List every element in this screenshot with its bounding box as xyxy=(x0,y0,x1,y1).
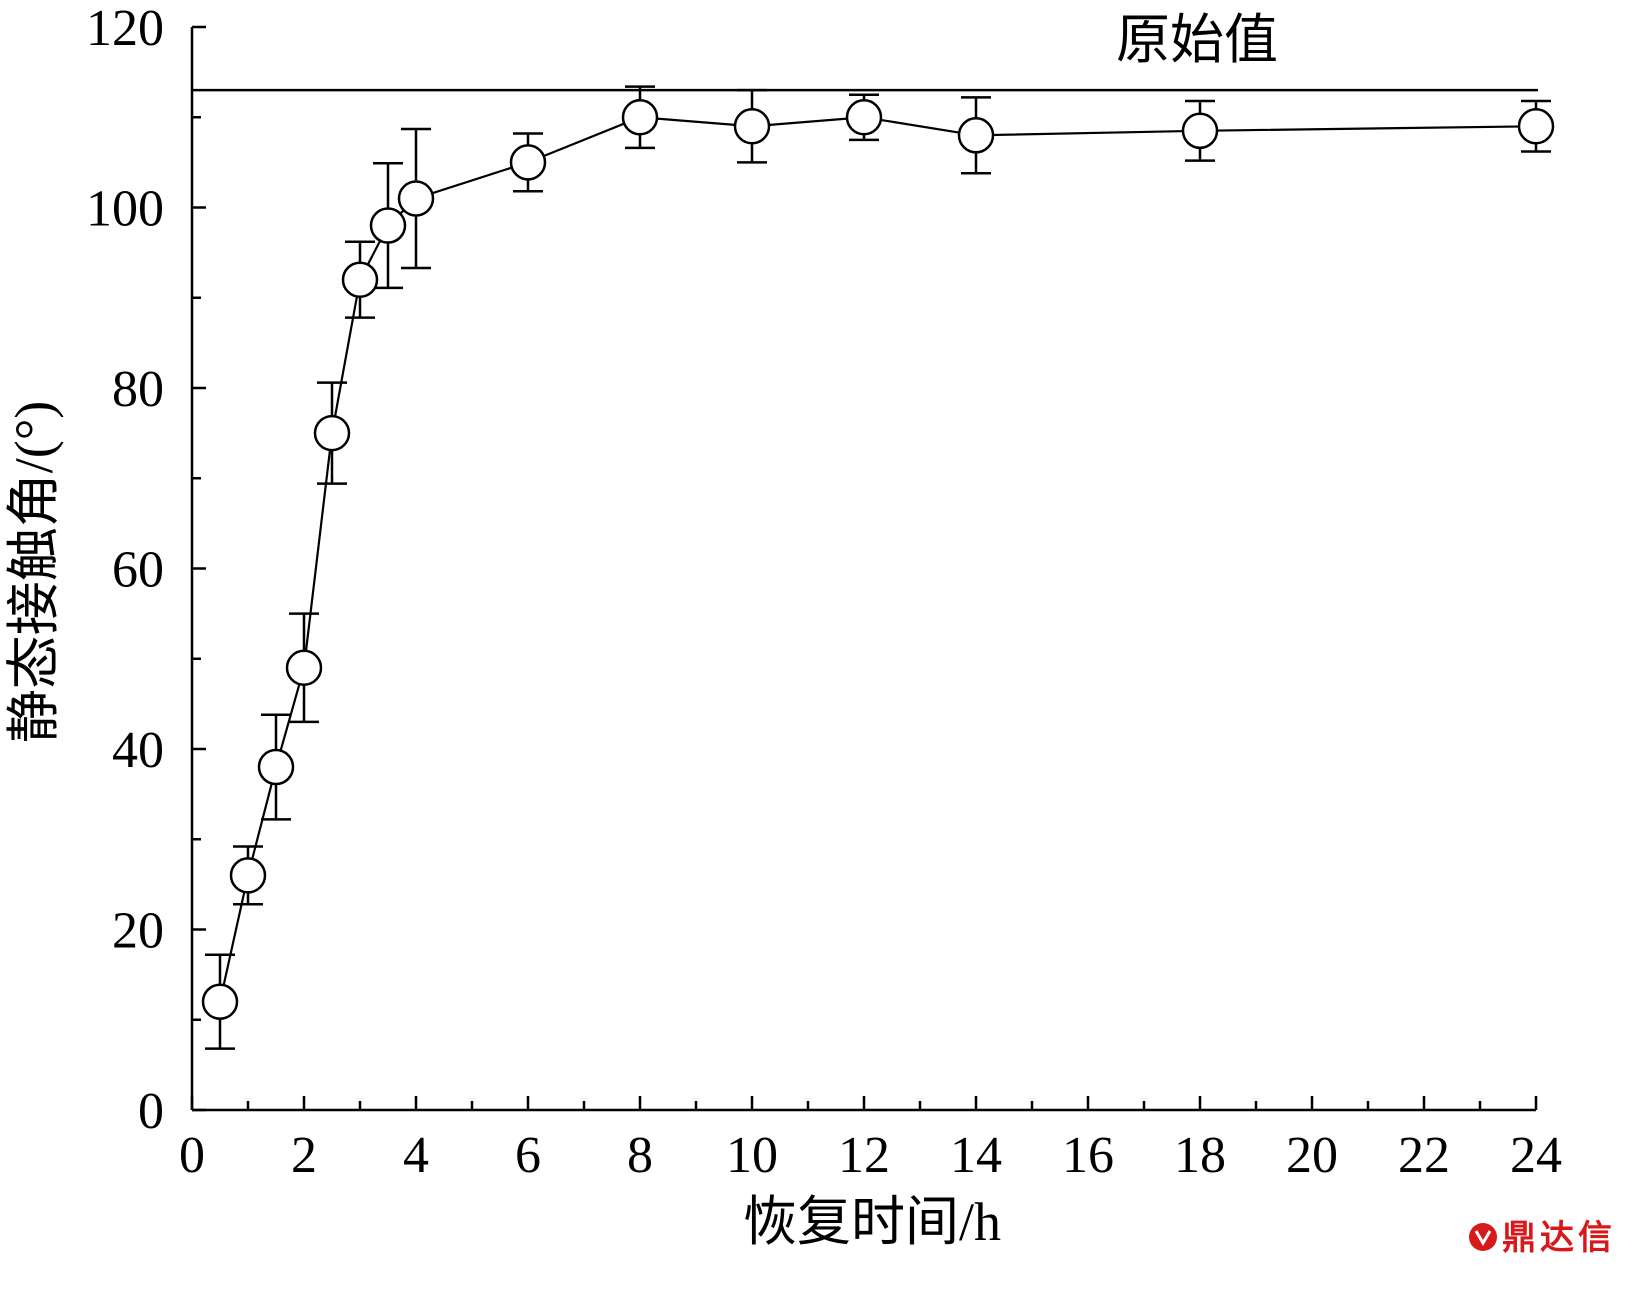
x-tick-label: 10 xyxy=(726,1127,778,1184)
data-point xyxy=(229,857,267,894)
data-point xyxy=(257,748,295,786)
data-point xyxy=(397,180,435,217)
x-tick-label: 16 xyxy=(1062,1127,1114,1184)
x-tick-label: 24 xyxy=(1510,1127,1562,1184)
x-tick-label: 8 xyxy=(627,1127,653,1184)
y-tick-label: 60 xyxy=(112,542,164,599)
x-axis-ticks xyxy=(190,1096,1538,1110)
x-tick-label: 12 xyxy=(838,1127,890,1184)
x-axis-title: 恢复时间/h xyxy=(743,1192,1001,1252)
data-point xyxy=(621,99,659,136)
data-point xyxy=(845,99,883,136)
data-point xyxy=(285,649,323,687)
x-tick-label: 22 xyxy=(1398,1127,1450,1184)
reference-line-label: 原始值 xyxy=(1116,10,1278,70)
series-line xyxy=(218,116,1537,1002)
watermark-text: 鼎达信 xyxy=(1502,1218,1616,1258)
y-tick-label: 120 xyxy=(86,0,164,57)
data-point xyxy=(1517,108,1555,145)
data-point xyxy=(313,414,351,452)
x-tick-label: 14 xyxy=(950,1127,1002,1184)
data-point xyxy=(957,117,995,154)
data-point xyxy=(369,207,407,244)
watermark-logo-icon xyxy=(1469,1223,1497,1251)
y-tick-label: 80 xyxy=(112,361,164,418)
data-point xyxy=(341,261,379,298)
y-axis-tick-labels: 0 20 40 60 80 100 120 xyxy=(86,0,164,1140)
y-tick-label: 20 xyxy=(112,903,164,960)
x-axis-tick-labels: 0 2 4 6 8 10 12 14 16 18 20 22 24 xyxy=(179,1127,1562,1184)
series-group xyxy=(201,85,1555,1050)
y-tick-label: 100 xyxy=(86,181,164,238)
data-point xyxy=(1181,112,1219,150)
data-point xyxy=(733,108,771,145)
data-point xyxy=(509,144,547,181)
x-tick-label: 2 xyxy=(291,1127,317,1184)
y-axis-ticks xyxy=(192,25,206,1112)
x-tick-label: 0 xyxy=(179,1127,205,1184)
x-tick-label: 18 xyxy=(1174,1127,1226,1184)
y-axis-title: 静态接触角/(°) xyxy=(4,401,64,744)
y-tick-label: 0 xyxy=(138,1083,164,1140)
watermark: 鼎达信 xyxy=(1469,1218,1616,1258)
x-tick-label: 4 xyxy=(403,1127,429,1184)
x-tick-label: 20 xyxy=(1286,1127,1338,1184)
y-tick-label: 40 xyxy=(112,722,164,779)
axes xyxy=(190,27,1536,1112)
x-tick-label: 6 xyxy=(515,1127,541,1184)
data-point xyxy=(201,983,239,1020)
